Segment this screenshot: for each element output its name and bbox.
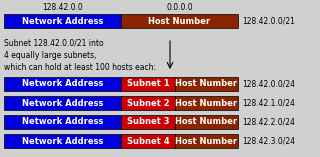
Text: Network Address: Network Address [22, 79, 103, 89]
Text: 128.42.3.0/24: 128.42.3.0/24 [242, 136, 295, 146]
Bar [4, 96, 121, 110]
Text: Subnet 2: Subnet 2 [127, 98, 169, 108]
Bar [4, 77, 121, 91]
Text: Host Number: Host Number [175, 136, 237, 146]
Bar [4, 115, 121, 129]
Text: 128.42.0.0: 128.42.0.0 [42, 3, 83, 12]
Text: Network Address: Network Address [22, 117, 103, 127]
Text: Host Number: Host Number [175, 98, 237, 108]
Bar [175, 96, 238, 110]
Text: Network Address: Network Address [22, 16, 103, 25]
Text: Network Address: Network Address [22, 136, 103, 146]
Bar [4, 134, 121, 148]
Bar [121, 96, 175, 110]
Text: 128.42.2.0/24: 128.42.2.0/24 [242, 117, 295, 127]
Text: Subnet 1: Subnet 1 [127, 79, 169, 89]
Text: Host Number: Host Number [175, 117, 237, 127]
Text: Network Address: Network Address [22, 98, 103, 108]
Text: Host Number: Host Number [148, 16, 211, 25]
Bar [4, 14, 121, 28]
Bar [175, 134, 238, 148]
Bar [175, 115, 238, 129]
Text: 128.42.0.0/24: 128.42.0.0/24 [242, 79, 295, 89]
Bar [121, 134, 175, 148]
Text: 128.42.0.0/21: 128.42.0.0/21 [242, 16, 295, 25]
Text: Subnet 4: Subnet 4 [127, 136, 169, 146]
Bar [175, 77, 238, 91]
Text: Subnet 128.42.0.0/21 into
4 equally large subnets,
which can hold at least 100 h: Subnet 128.42.0.0/21 into 4 equally larg… [4, 38, 156, 72]
Bar [121, 77, 175, 91]
Text: Subnet 3: Subnet 3 [127, 117, 169, 127]
Text: 0.0.0.0: 0.0.0.0 [166, 3, 193, 12]
Text: 128.42.1.0/24: 128.42.1.0/24 [242, 98, 295, 108]
Bar [121, 115, 175, 129]
Text: Host Number: Host Number [175, 79, 237, 89]
Bar [121, 14, 238, 28]
